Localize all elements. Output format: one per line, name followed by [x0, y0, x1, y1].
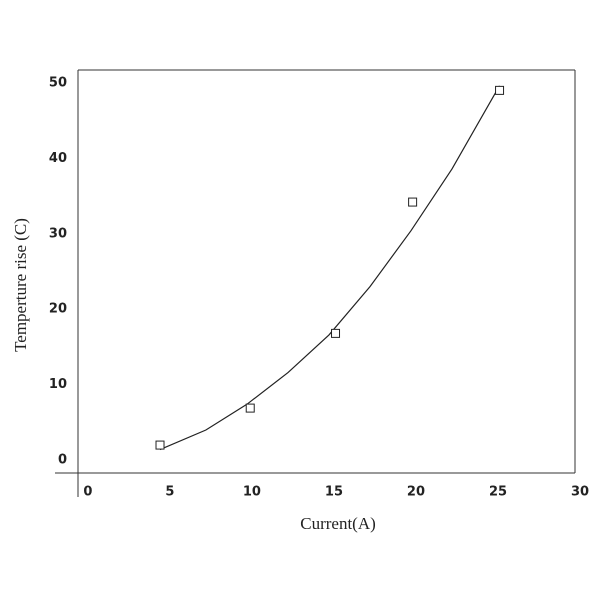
x-axis-label: Current(A): [300, 514, 376, 533]
y-tick-label: 10: [49, 377, 67, 392]
x-tick-label: 15: [325, 485, 343, 500]
point: [245, 403, 255, 413]
x-tick-label: 20: [407, 485, 425, 500]
point: [495, 85, 505, 95]
point: [331, 328, 341, 338]
y-tick-label: 0: [58, 453, 67, 468]
x-tick-label: 25: [489, 485, 507, 500]
y-tick-label: 30: [49, 226, 67, 241]
y-tick-label: 20: [49, 302, 67, 317]
x-tick-label: 10: [243, 485, 261, 500]
fit-curve: [159, 85, 501, 451]
x-tick-label: 0: [83, 485, 92, 500]
y-tick-label: 40: [49, 151, 67, 166]
point: [155, 440, 165, 450]
x-tick-label: 5: [165, 485, 174, 500]
y-tick-label: 50: [49, 75, 67, 90]
y-axis-label: Temperture rise (C): [11, 218, 30, 352]
point: [408, 197, 418, 207]
x-tick-label: 30: [571, 485, 589, 500]
